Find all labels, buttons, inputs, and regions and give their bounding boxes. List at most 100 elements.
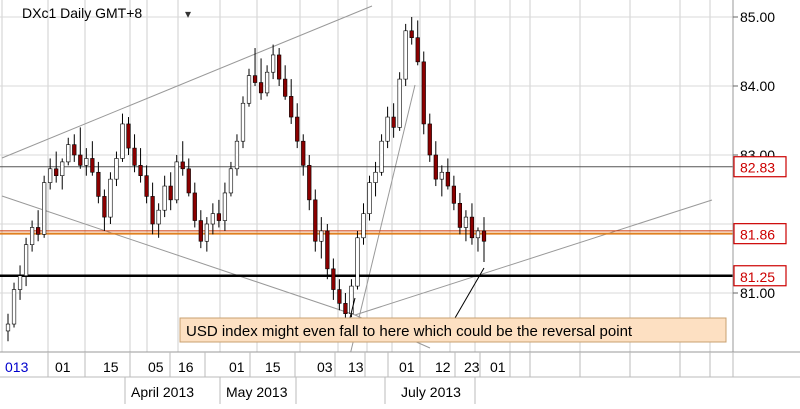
candle-body bbox=[313, 199, 318, 242]
month-label: April 2013 bbox=[131, 384, 194, 400]
y-tick-label: 81.00 bbox=[740, 285, 775, 301]
candle bbox=[66, 137, 71, 166]
candle-body bbox=[415, 37, 420, 63]
annotation-pointer-right bbox=[454, 267, 485, 319]
candle bbox=[210, 203, 215, 235]
candle bbox=[234, 134, 240, 176]
candle bbox=[23, 237, 29, 287]
candle bbox=[186, 158, 191, 197]
candle-body bbox=[48, 168, 53, 183]
candle bbox=[11, 282, 17, 328]
candle-body bbox=[17, 275, 23, 290]
candle-body bbox=[307, 165, 312, 201]
candle-body bbox=[337, 289, 342, 304]
candle-body bbox=[222, 192, 228, 221]
candles bbox=[5, 17, 487, 342]
x-tick-label: 16 bbox=[178, 359, 194, 375]
candle-body bbox=[162, 185, 167, 211]
x-tick-label: 23 bbox=[464, 359, 480, 375]
candle bbox=[457, 192, 463, 235]
candle bbox=[439, 165, 444, 197]
x-tick-label: 01 bbox=[490, 359, 506, 375]
candle bbox=[313, 189, 318, 252]
menu-marker-icon[interactable]: ▾ bbox=[185, 7, 191, 21]
candle-body bbox=[234, 140, 240, 170]
x-tick-label: 05 bbox=[148, 359, 164, 375]
trend-line bbox=[354, 199, 713, 316]
candle-body bbox=[373, 171, 378, 183]
candle bbox=[174, 155, 179, 204]
candle-body bbox=[198, 220, 203, 242]
candle-body bbox=[120, 123, 125, 159]
candle bbox=[277, 48, 282, 86]
candle bbox=[307, 155, 312, 211]
candle-body bbox=[367, 182, 372, 214]
candle-body bbox=[451, 185, 456, 204]
candle bbox=[114, 151, 119, 187]
candle bbox=[331, 258, 336, 300]
trend-line bbox=[1, 5, 373, 159]
candle bbox=[198, 210, 203, 249]
price-tag-label: 81.86 bbox=[740, 227, 775, 243]
month-label: May 2013 bbox=[226, 384, 288, 400]
candle bbox=[17, 265, 23, 300]
annotation-pointer-left bbox=[349, 297, 356, 319]
candle-body bbox=[174, 161, 179, 201]
annotation-box bbox=[179, 317, 727, 343]
chart-title: DXc1 Daily GMT+8 bbox=[22, 5, 142, 21]
candle-body bbox=[246, 75, 252, 104]
candle-body bbox=[11, 289, 17, 325]
candle bbox=[409, 17, 414, 45]
candle bbox=[295, 103, 300, 149]
candle-body bbox=[150, 196, 155, 225]
x-tick-label: 13 bbox=[348, 359, 364, 375]
candle bbox=[84, 148, 89, 176]
candle bbox=[36, 210, 41, 242]
candle-body bbox=[397, 78, 402, 128]
candle-body bbox=[319, 230, 324, 242]
candle-body bbox=[421, 61, 426, 125]
candle bbox=[343, 293, 348, 321]
candle-body bbox=[409, 30, 414, 38]
candle bbox=[42, 175, 47, 238]
candle-body bbox=[42, 182, 47, 235]
candle-body bbox=[60, 161, 65, 176]
candle bbox=[379, 134, 384, 176]
candle bbox=[469, 203, 475, 245]
candle-body bbox=[108, 178, 113, 218]
candle bbox=[168, 172, 173, 211]
candle-body bbox=[349, 285, 354, 315]
candle-body bbox=[126, 123, 131, 149]
candle-body bbox=[66, 144, 71, 163]
candle bbox=[222, 182, 228, 231]
candle-body bbox=[289, 96, 294, 118]
trend-lines bbox=[1, 5, 713, 356]
candle-body bbox=[469, 216, 475, 239]
x-tick-label: 01 bbox=[229, 359, 245, 375]
candle bbox=[108, 172, 113, 224]
candle bbox=[5, 313, 11, 342]
candle-body bbox=[29, 227, 35, 245]
annotation: USD index might even fall to here which … bbox=[179, 267, 727, 343]
candle bbox=[126, 117, 131, 155]
trend-line bbox=[1, 195, 356, 316]
candle-body bbox=[84, 158, 89, 166]
candle-body bbox=[463, 216, 469, 228]
candle-body bbox=[325, 230, 330, 270]
candle-body bbox=[355, 237, 360, 287]
candle bbox=[367, 175, 372, 221]
month-label: July 2013 bbox=[401, 384, 461, 400]
candle-body bbox=[264, 71, 270, 94]
candle-body bbox=[361, 213, 366, 239]
candle-body bbox=[403, 30, 408, 80]
candle bbox=[421, 51, 426, 135]
candle bbox=[96, 161, 101, 204]
candle bbox=[29, 220, 35, 252]
candle bbox=[192, 182, 197, 228]
candle-body bbox=[144, 175, 149, 197]
x-tick-label: 03 bbox=[317, 359, 333, 375]
candle bbox=[445, 158, 450, 190]
candle bbox=[180, 141, 185, 176]
